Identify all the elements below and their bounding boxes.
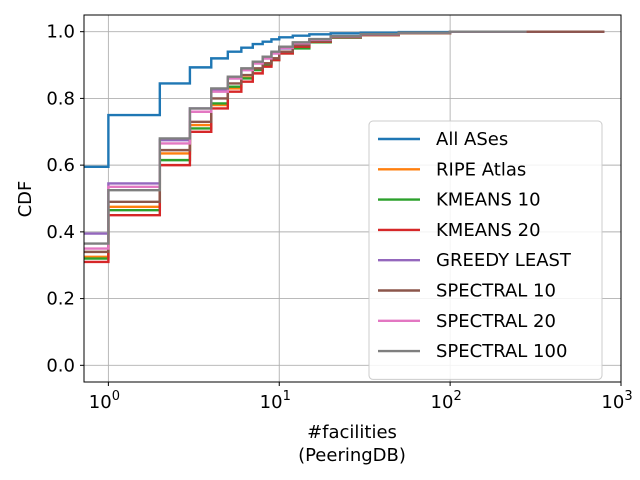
x-tick-label: 103 <box>601 389 632 413</box>
legend-box <box>368 120 603 380</box>
legend-label: RIPE Atlas <box>436 159 526 180</box>
plot-frame <box>83 14 622 383</box>
y-tick-label: 0.0 <box>46 355 75 376</box>
y-tick-label: 0.8 <box>46 88 75 109</box>
x-tick-label: 100 <box>89 389 120 413</box>
legend-label: SPECTRAL 100 <box>436 341 567 362</box>
y-tick-label: 0.2 <box>46 289 75 310</box>
legend-label: KMEANS 20 <box>436 220 541 241</box>
series-lines <box>84 30 605 264</box>
y-axis-label: CDF <box>15 181 36 218</box>
x-tick-label: 101 <box>260 389 291 413</box>
legend-label: All ASes <box>436 129 508 150</box>
y-tick-label: 0.4 <box>46 222 75 243</box>
legend-label: SPECTRAL 10 <box>436 281 556 302</box>
legend-label: KMEANS 10 <box>436 190 541 211</box>
legend: All ASes RIPE Atlas KMEANS 10 KMEANS 20 GREE… <box>368 120 603 380</box>
series-line-7 <box>84 30 527 245</box>
legend-label: SPECTRAL 20 <box>436 311 556 332</box>
x-tick-label: 102 <box>431 389 462 413</box>
x-axis-label-sub: (PeeringDB) <box>298 445 406 466</box>
y-tick-label: 0.6 <box>46 155 75 176</box>
legend-label: GREEDY LEAST <box>436 250 572 271</box>
x-axis-label: #facilities <box>307 422 397 443</box>
axis-ticks: 0.0 0.2 0.4 0.6 0.8 1.0 100 101 102 103 <box>46 22 632 413</box>
y-tick-label: 1.0 <box>46 22 75 43</box>
